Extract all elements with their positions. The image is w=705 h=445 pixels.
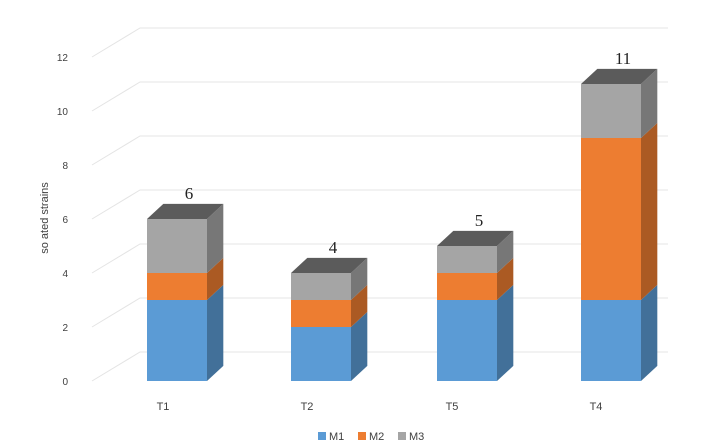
bar-segment-M2-T5 — [437, 257, 514, 300]
bar-side — [497, 230, 514, 273]
bar-front — [581, 300, 641, 381]
bar-side — [497, 257, 514, 300]
bar-side — [641, 284, 658, 381]
bar-side — [351, 284, 368, 327]
total-label: 5 — [475, 211, 484, 230]
bar-segment-M2-T1 — [147, 257, 224, 300]
bars — [147, 68, 658, 381]
bar-top — [147, 203, 224, 219]
y-tick-label: 4 — [62, 269, 68, 280]
bar-side — [207, 203, 224, 273]
bar-top — [437, 230, 514, 246]
bar-segment-M1-T4 — [581, 284, 658, 381]
bar-segment-M1-T2 — [291, 311, 368, 381]
total-label: 11 — [615, 49, 631, 68]
gridlines — [91, 27, 668, 382]
bar-front — [437, 300, 497, 381]
legend-item-M1: M1 — [318, 431, 344, 443]
total-label: 6 — [185, 184, 194, 203]
bar-segment-M3-T5 — [437, 230, 514, 273]
bar-front — [147, 300, 207, 381]
x-category-label: T5 — [446, 401, 459, 413]
legend-label: M1 — [329, 431, 344, 443]
bar-side — [641, 68, 658, 138]
bar-front — [291, 327, 351, 381]
bar-front — [147, 219, 207, 273]
bar-side — [641, 122, 658, 300]
legend-label: M2 — [369, 431, 384, 443]
y-tick-label: 10 — [57, 107, 69, 118]
bar-side — [207, 284, 224, 381]
y-axis-label: so ated strains — [39, 182, 51, 254]
bar-side — [497, 284, 514, 381]
legend-swatch — [318, 432, 326, 440]
bar-top — [291, 257, 368, 273]
bar-segment-M1-T5 — [437, 284, 514, 381]
legend-item-M3: M3 — [398, 431, 424, 443]
gridline — [91, 27, 668, 58]
bar-front — [291, 273, 351, 300]
bar-top — [581, 68, 658, 84]
bar-segment-M2-T4 — [581, 122, 658, 300]
y-tick-label: 0 — [62, 377, 68, 388]
y-tick-label: 8 — [62, 161, 68, 172]
bar-side — [207, 257, 224, 300]
gridline — [91, 135, 668, 166]
bar-front — [291, 300, 351, 327]
bar-segment-M1-T1 — [147, 284, 224, 381]
gridline — [91, 189, 668, 220]
legend-item-M2: M2 — [358, 431, 384, 443]
legend-swatch — [358, 432, 366, 440]
y-axis-ticks: 0 2 4 6 8 10 12 — [57, 53, 69, 388]
bar-segment-M3-T4 — [581, 68, 658, 138]
bar-side — [351, 311, 368, 381]
bar-front — [581, 138, 641, 300]
total-labels: 6 4 5 11 — [185, 49, 631, 257]
legend: M1 M2 M3 — [318, 431, 424, 443]
bar-side — [351, 257, 368, 300]
total-label: 4 — [329, 238, 338, 257]
bar-front — [581, 84, 641, 138]
x-category-label: T2 — [301, 401, 314, 413]
bar-segment-M2-T2 — [291, 284, 368, 327]
bar-segment-M3-T2 — [291, 257, 368, 300]
y-tick-label: 12 — [57, 53, 69, 64]
bar-front — [147, 273, 207, 300]
x-axis-categories: T1 T2 T5 T4 — [157, 401, 603, 413]
legend-swatch — [398, 432, 406, 440]
x-category-label: T4 — [590, 401, 603, 413]
bar-segment-M3-T1 — [147, 203, 224, 273]
y-tick-label: 6 — [62, 215, 68, 226]
bar-front — [437, 273, 497, 300]
y-tick-label: 2 — [62, 323, 68, 334]
gridline — [91, 81, 668, 112]
legend-label: M3 — [409, 431, 424, 443]
x-category-label: T1 — [157, 401, 170, 413]
bar-front — [437, 246, 497, 273]
